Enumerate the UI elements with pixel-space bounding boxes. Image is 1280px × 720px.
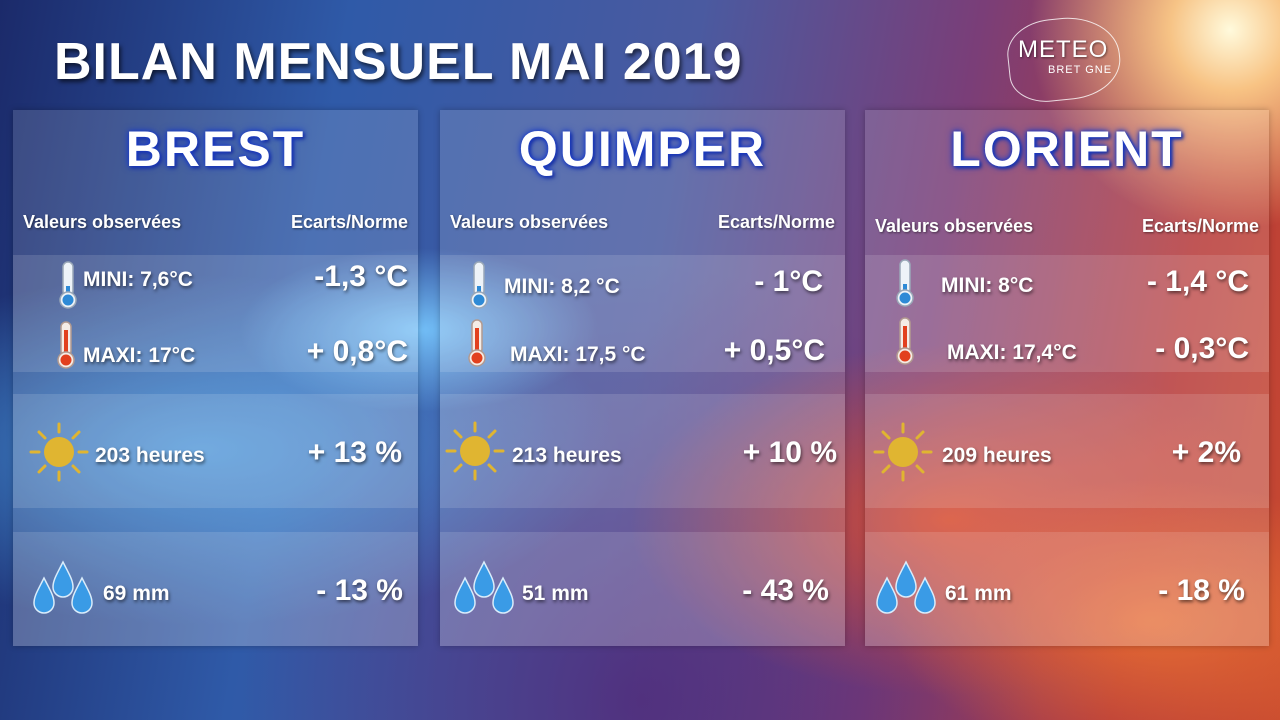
- deviation-header: Ecarts/Norme: [717, 212, 835, 232]
- max-temp-value: MAXI: 17°C: [83, 344, 196, 367]
- sunshine-hours-value: 203 heures: [95, 444, 205, 467]
- rainfall-value: 69 mm: [103, 582, 170, 605]
- sunshine-deviation: + 2%: [1171, 436, 1241, 469]
- rainfall-band: [865, 532, 1269, 646]
- sunshine-hours-value: 209 heures: [942, 444, 1052, 467]
- sun-icon: [28, 421, 90, 487]
- city-name: QUIMPER: [518, 121, 767, 177]
- sun-icon: [444, 420, 506, 486]
- thermometer-hot-icon: [464, 318, 490, 372]
- raindrops-icon: [874, 560, 938, 620]
- city-panel-lorient: LORIENT Valeurs observées Ecarts/Norme M…: [865, 110, 1269, 646]
- thermometer-cold-icon: [466, 260, 492, 314]
- min-temp-deviation: -1,3 °C: [314, 260, 408, 293]
- min-temp-deviation: - 1,4 °C: [1146, 265, 1249, 298]
- thermometer-hot-icon: [892, 316, 918, 370]
- sunshine-deviation: + 10 %: [742, 436, 837, 469]
- thermometer-cold-icon: [892, 258, 918, 312]
- thermometer-cold-icon: [55, 260, 81, 314]
- city-panel-brest: BREST Valeurs observées Ecarts/Norme MIN…: [13, 110, 418, 646]
- logo-text-bretagne: BRET GNE: [1048, 64, 1113, 76]
- logo-text-meteo: METEO: [1018, 36, 1109, 63]
- temperature-band: [865, 255, 1269, 372]
- sunshine-band: [865, 394, 1269, 508]
- city-panel-quimper: QUIMPER Valeurs observées Ecarts/Norme M…: [440, 110, 845, 646]
- rainfall-value: 51 mm: [522, 582, 589, 605]
- min-temp-deviation: - 1°C: [754, 265, 823, 298]
- meteo-bretagne-logo: METEO BRET GNE: [1004, 10, 1124, 106]
- rainfall-deviation: - 43 %: [742, 574, 829, 607]
- temperature-band: [440, 255, 845, 372]
- max-temp-value: MAXI: 17,5 °C: [510, 343, 646, 366]
- sunshine-band: [440, 394, 845, 508]
- thermometer-hot-icon: [53, 320, 79, 374]
- min-temp-value: MINI: 7,6°C: [83, 268, 193, 291]
- max-temp-deviation: + 0,8°C: [306, 335, 408, 368]
- observed-values-header: Valeurs observées: [875, 216, 1034, 236]
- deviation-header: Ecarts/Norme: [1141, 216, 1259, 236]
- sun-icon: [872, 421, 934, 487]
- min-temp-value: MINI: 8°C: [941, 274, 1034, 297]
- observed-values-header: Valeurs observées: [23, 212, 182, 232]
- rainfall-value: 61 mm: [945, 582, 1012, 605]
- raindrops-icon: [452, 560, 516, 620]
- sunshine-hours-value: 213 heures: [512, 444, 622, 467]
- min-temp-value: MINI: 8,2 °C: [504, 275, 620, 298]
- observed-values-header: Valeurs observées: [450, 212, 609, 232]
- deviation-header: Ecarts/Norme: [290, 212, 408, 232]
- city-name: LORIENT: [950, 121, 1184, 177]
- raindrops-icon: [31, 560, 95, 620]
- rainfall-deviation: - 18 %: [1158, 574, 1245, 607]
- max-temp-value: MAXI: 17,4°C: [947, 341, 1077, 364]
- sunshine-deviation: + 13 %: [307, 436, 402, 469]
- city-name: BREST: [125, 121, 306, 177]
- max-temp-deviation: + 0,5°C: [723, 334, 825, 367]
- temperature-band: [13, 255, 418, 372]
- rainfall-deviation: - 13 %: [316, 574, 403, 607]
- max-temp-deviation: - 0,3°C: [1155, 332, 1249, 365]
- page-title: BILAN MENSUEL MAI 2019: [54, 33, 743, 91]
